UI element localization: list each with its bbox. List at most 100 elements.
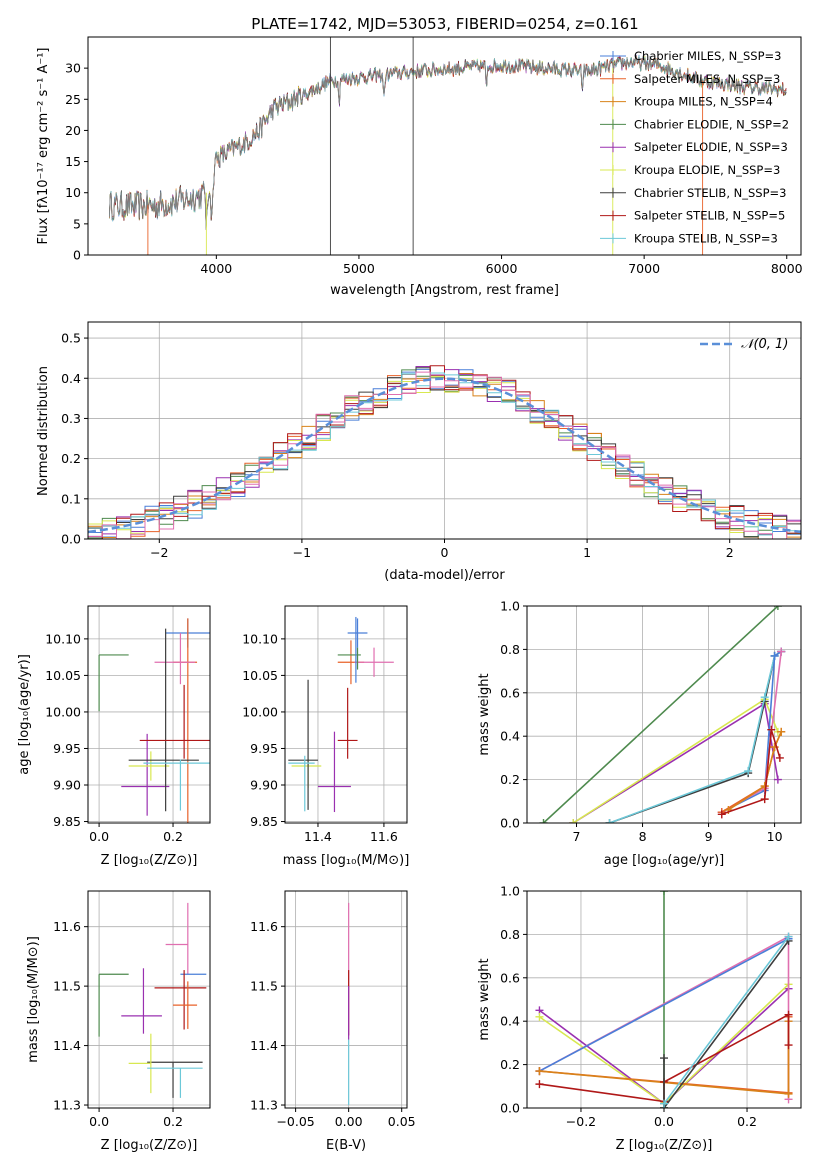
y-tick-label: 25 [65,92,81,107]
x-tick-label: −1 [293,545,311,560]
y-tick-label: 11.4 [250,1038,278,1053]
y-tick-label: 11.5 [53,979,81,994]
weight-marker-kroupa_elodie [535,1012,544,1021]
weight-marker-kroupa_stelib [744,766,753,775]
weight-marker-chabrier_elodie [773,606,782,610]
y-tick-label: 1.0 [500,599,520,614]
panel-spectrum: 4000 5000 6000 7000 8000 0 5 10 15 20 25 30 waveleng… [36,36,803,298]
y-tick-label: 0.6 [500,685,520,700]
x-axis-label: Z [log₁₀(Z/Z⊙)] [101,853,198,868]
weight-marker-salpeter_stelib [775,753,784,762]
x-tick-label: 8000 [771,261,803,276]
plot-area [527,606,801,823]
panel-age_vs_Z: 0.0 0.2 9.85 9.90 9.95 10.00 10.05 10.10 Z [log₁… [17,605,211,868]
legend-entry: Salpeter STELIB, N_SSP=5 [634,209,785,223]
weight-marker-chabrier_miles [770,651,779,660]
y-tick-label: 9.95 [250,741,278,756]
y-tick-label: 10.10 [45,631,81,646]
y-tick-label: 10.05 [45,668,81,683]
weight-marker-chabrier_stelib [660,1054,668,1063]
x-axis-label: E(B-V) [326,1138,366,1153]
axes-frame [526,605,802,824]
spectrum-data-line [109,56,787,229]
weight-marker-kroupa_stelib [784,932,793,941]
weight-marker-salpeter_elodie [773,775,782,784]
y-tick-label: 0.8 [500,927,520,942]
y-tick-label: 0.5 [61,331,81,346]
legend-entry: Kroupa MILES, N_SSP=4 [634,95,773,109]
y-tick-label: 0.2 [500,772,520,787]
x-tick-label: 0.00 [335,1114,363,1129]
panel-mass_vs_ebv: −0.05 0.00 0.05 11.3 11.4 11.5 11.6 E(B-V) [250,890,416,1153]
legend-entry: Kroupa ELODIE, N_SSP=3 [634,163,780,177]
y-tick-label: 9.95 [53,741,81,756]
x-axis-label: mass [log₁₀(M/M⊙)] [283,853,410,868]
y-tick-label: 10.00 [242,704,278,719]
y-tick-label: 11.4 [53,1038,81,1053]
y-tick-label: 0 [73,248,81,263]
x-tick-label: −2 [150,545,168,560]
weight-line-chabrier_miles [539,937,789,1072]
x-tick-label: 0.0 [89,1114,109,1129]
y-tick-label: 10.05 [242,668,278,683]
weight-marker-kroupa_stelib [605,819,614,823]
weight-line-chabrier_miles [721,650,782,813]
legend-entry: Kroupa STELIB, N_SSP=3 [634,231,778,245]
weight-marker-salpeter_stelib [760,795,769,804]
x-axis-label: wavelength [Angstrom, rest frame] [330,283,559,298]
axes-frame [87,36,802,256]
plot-area [88,891,210,1108]
y-tick-label: 0.0 [500,816,520,831]
panel-weight_vs_Z: −0.2 0.0 0.2 0.0 0.2 0.4 0.6 0.8 1.0 Z [log₁₀(Z/Z… [477,884,802,1153]
x-tick-label: 4000 [200,261,232,276]
x-tick-label: 6000 [486,261,518,276]
weight-marker-kroupa_stelib [760,693,769,702]
y-tick-label: 0.4 [61,371,81,386]
axes-frame [284,605,408,824]
y-tick-label: 0.1 [61,491,81,506]
weight-marker-kroupa_miles [760,782,769,791]
y-tick-label: 11.5 [250,979,278,994]
weight-line-chabrier_stelib [663,940,790,1108]
plot-area [109,37,787,255]
y-axis-label: mass weight [477,958,492,1040]
x-tick-label: 11.6 [370,829,398,844]
y-tick-label: 10 [65,185,81,200]
x-tick-label: 0.2 [163,829,183,844]
plot-area [88,606,210,823]
x-tick-label: 0.05 [388,1114,416,1129]
x-tick-label: 7 [573,829,581,844]
y-axis-label: mass weight [477,673,492,755]
weight-marker-salpeter_stelib [784,1010,793,1019]
x-tick-label: 8 [639,829,647,844]
y-tick-label: 0.4 [500,729,520,744]
histogram-kroupa_stelib [88,372,801,539]
histogram-salpeter_stelib [88,365,801,539]
x-tick-label: 0 [441,545,449,560]
weight-line-salpeter_stelib [721,729,781,816]
weight-marker-kroupa_miles [784,1089,793,1098]
weight-line-kroupa_miles [727,731,782,811]
legend-entry: Salpeter MILES, N_SSP=3 [634,72,780,86]
y-tick-label: 30 [65,61,81,76]
y-tick-label: 0.6 [500,970,520,985]
y-axis-label: mass [log₁₀(M/M⊙)] [26,936,41,1063]
y-tick-label: 0.3 [61,411,81,426]
x-tick-label: 0.2 [737,1114,757,1129]
x-tick-label: 5000 [343,261,375,276]
figure-title: PLATE=1742, MJD=53053, FIBERID=0254, z=0… [251,15,638,33]
panel-age_vs_mass: 11.4 11.6 9.85 9.90 9.95 10.00 10.05 10.10 mass … [242,605,410,868]
y-tick-label: 0.8 [500,642,520,657]
y-tick-label: 10.10 [242,631,278,646]
axes-frame [284,890,408,1109]
y-tick-label: 0.2 [61,451,81,466]
legend-entry: 𝒩(0, 1) [741,337,788,352]
y-tick-label: 11.6 [53,919,81,934]
axes-frame [526,890,802,1109]
weight-marker-chabrier_elodie [660,891,668,895]
plot-area [285,606,407,823]
y-tick-label: 9.85 [250,814,278,829]
x-tick-label: 2 [726,545,734,560]
y-tick-label: 11.3 [250,1098,278,1113]
plot-area [88,322,801,539]
